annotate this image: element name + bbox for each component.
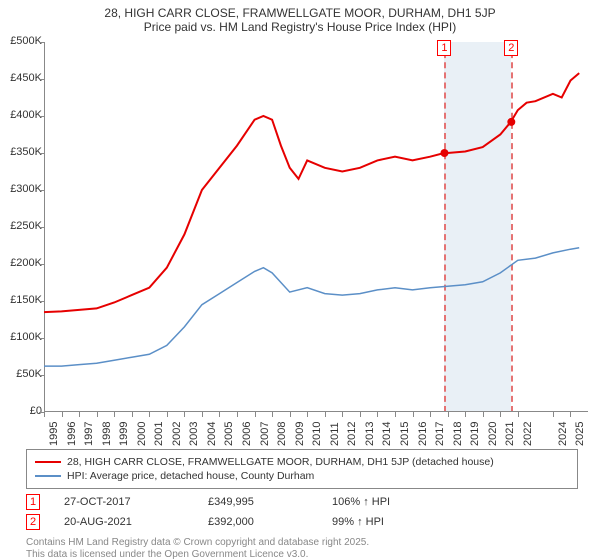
x-tick-label: 2022 (522, 422, 534, 446)
transaction-date-2: 20-AUG-2021 (64, 516, 184, 528)
x-tick-label: 2021 (504, 422, 516, 446)
x-tick-label: 2003 (188, 422, 200, 446)
series-line-hpi (44, 248, 579, 366)
transaction-row-1: 1 27-OCT-2017 £349,995 106% ↑ HPI (26, 492, 578, 512)
legend-row-price: 28, HIGH CARR CLOSE, FRAMWELLGATE MOOR, … (35, 455, 569, 469)
x-tick-label: 2016 (417, 422, 429, 446)
x-tick-label: 2001 (153, 422, 165, 446)
x-tick-label: 2024 (557, 422, 569, 446)
transaction-marker-2: 2 (26, 514, 40, 530)
y-tick-label: £200K (2, 257, 42, 269)
x-tick-label: 2010 (311, 422, 323, 446)
x-tick-label: 1995 (48, 422, 60, 446)
transaction-hpi-1: 106% ↑ HPI (332, 496, 390, 508)
x-tick-label: 2004 (206, 422, 218, 446)
x-tick-label: 1997 (83, 422, 95, 446)
series-marker (440, 149, 448, 157)
y-tick-label: £0 (2, 405, 42, 417)
transaction-price-1: £349,995 (208, 496, 308, 508)
y-tick-label: £150K (2, 294, 42, 306)
x-tick-label: 2018 (452, 422, 464, 446)
y-tick-label: £300K (2, 183, 42, 195)
x-tick-label: 2019 (469, 422, 481, 446)
x-tick-label: 1999 (118, 422, 130, 446)
y-tick-label: £350K (2, 146, 42, 158)
legend-row-hpi: HPI: Average price, detached house, Coun… (35, 469, 569, 483)
x-tick-label: 2013 (364, 422, 376, 446)
transaction-row-2: 2 20-AUG-2021 £392,000 99% ↑ HPI (26, 512, 578, 532)
x-tick-label: 2025 (574, 422, 586, 446)
x-tick-label: 2005 (223, 422, 235, 446)
x-tick-label: 2002 (171, 422, 183, 446)
x-tick-label: 1998 (101, 422, 113, 446)
transaction-hpi-2: 99% ↑ HPI (332, 516, 384, 528)
series-line-price_paid (44, 73, 579, 312)
footer-license: This data is licensed under the Open Gov… (26, 549, 308, 560)
legend-box: 28, HIGH CARR CLOSE, FRAMWELLGATE MOOR, … (26, 449, 578, 489)
x-tick-label: 2014 (381, 422, 393, 446)
title-block: 28, HIGH CARR CLOSE, FRAMWELLGATE MOOR, … (0, 0, 600, 38)
legend-label-price: 28, HIGH CARR CLOSE, FRAMWELLGATE MOOR, … (67, 456, 494, 468)
y-tick-label: £500K (2, 35, 42, 47)
y-tick-label: £250K (2, 220, 42, 232)
y-tick-label: £400K (2, 109, 42, 121)
transaction-marker-1: 1 (26, 494, 40, 510)
x-tick-label: 2020 (487, 422, 499, 446)
legend-swatch-price (35, 461, 61, 464)
title-subtitle: Price paid vs. HM Land Registry's House … (10, 20, 590, 34)
x-tick-label: 2007 (259, 422, 271, 446)
y-tick-label: £450K (2, 72, 42, 84)
series-marker (507, 118, 515, 126)
title-address: 28, HIGH CARR CLOSE, FRAMWELLGATE MOOR, … (10, 6, 590, 20)
x-tick-label: 1996 (66, 422, 78, 446)
transactions-table: 1 27-OCT-2017 £349,995 106% ↑ HPI 2 20-A… (26, 492, 578, 532)
transaction-price-2: £392,000 (208, 516, 308, 528)
footer-copyright: Contains HM Land Registry data © Crown c… (26, 537, 369, 548)
x-tick-label: 2012 (346, 422, 358, 446)
x-tick-label: 2006 (241, 422, 253, 446)
x-tick-label: 2008 (276, 422, 288, 446)
x-tick-label: 2011 (329, 422, 341, 446)
x-tick-label: 2009 (294, 422, 306, 446)
chart-svg (44, 42, 588, 412)
x-tick-label: 2015 (399, 422, 411, 446)
y-tick-label: £50K (2, 368, 42, 380)
transaction-date-1: 27-OCT-2017 (64, 496, 184, 508)
chart-container: 28, HIGH CARR CLOSE, FRAMWELLGATE MOOR, … (0, 0, 600, 560)
y-tick-label: £100K (2, 331, 42, 343)
x-tick-label: 2017 (434, 422, 446, 446)
legend-swatch-hpi (35, 475, 61, 477)
legend-label-hpi: HPI: Average price, detached house, Coun… (67, 470, 314, 482)
x-tick-label: 2000 (136, 422, 148, 446)
